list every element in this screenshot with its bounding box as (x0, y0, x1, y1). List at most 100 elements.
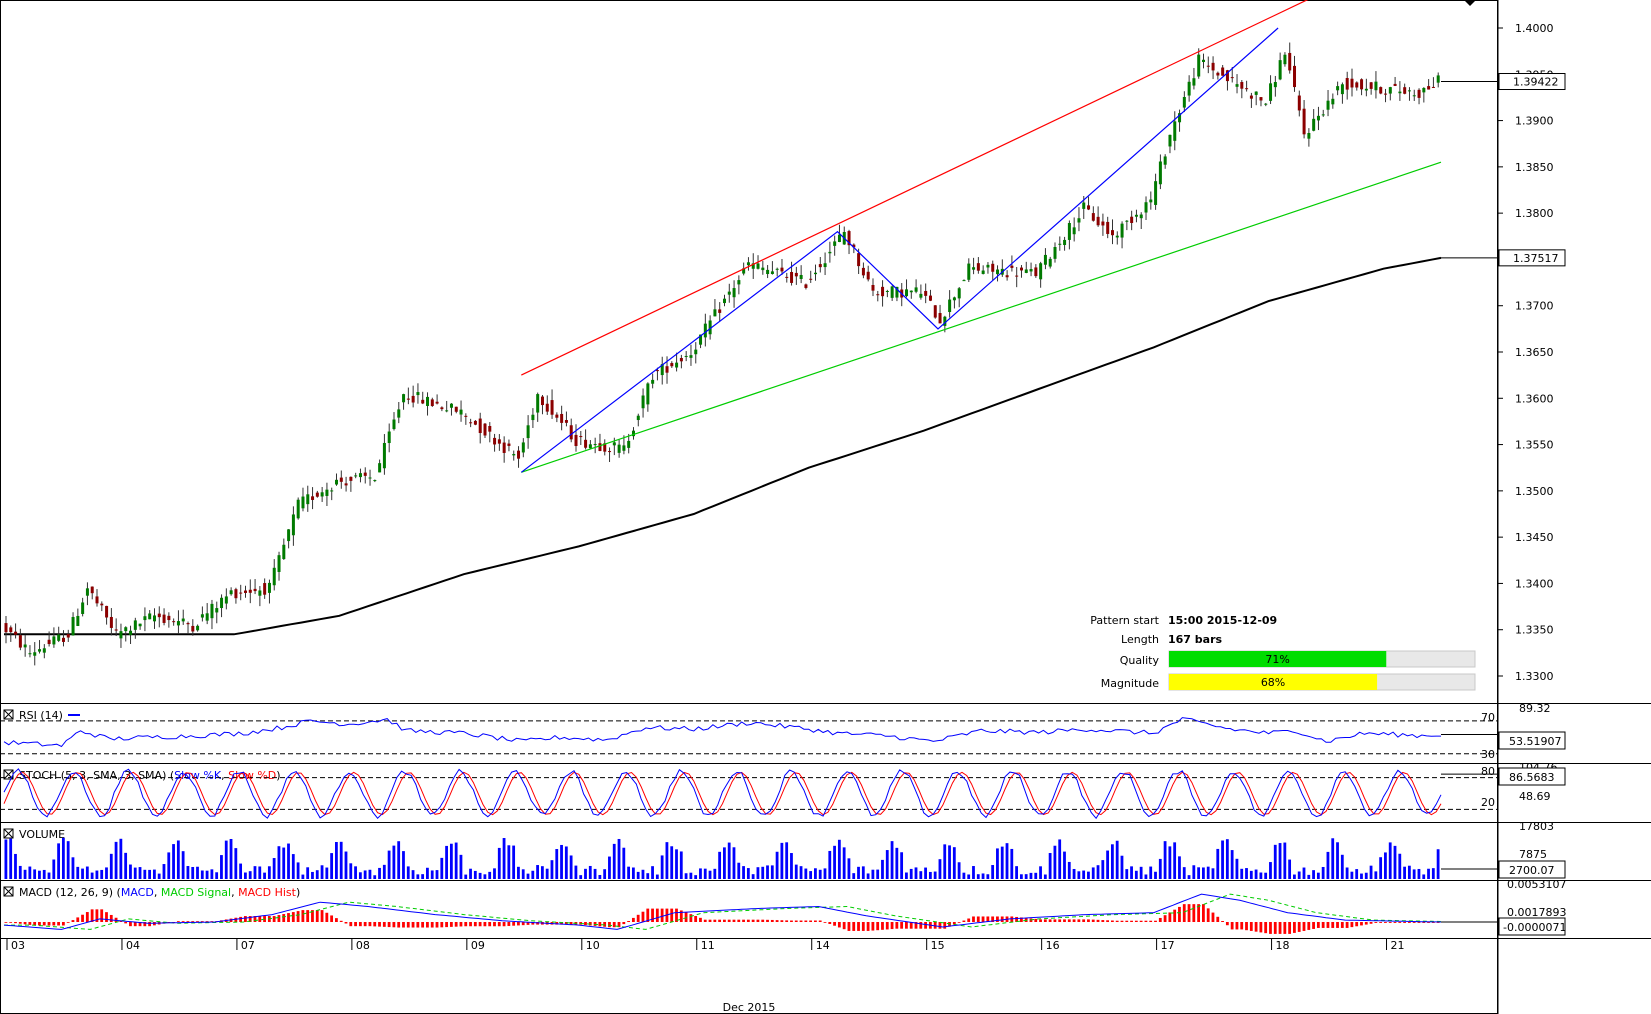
macd-hist-bar (416, 922, 420, 928)
ma-line (4, 256, 1442, 636)
volume-bar (1058, 839, 1062, 879)
candle-body (919, 293, 923, 298)
macd-hist-bar (1144, 920, 1148, 922)
macd-hist-bar (1110, 920, 1114, 922)
volume-bar (253, 866, 257, 879)
macd-hist-bar (109, 914, 113, 922)
candle-body (378, 463, 382, 473)
candle-body (670, 363, 674, 367)
volume-bar (1249, 870, 1253, 879)
volume-bar (387, 850, 391, 879)
volume-bar (890, 841, 894, 879)
candle-body (1254, 91, 1258, 95)
candle-body (972, 267, 976, 270)
candle-body (1436, 75, 1440, 83)
macd-hist-bar (440, 922, 444, 928)
pattern-start-label: Pattern start (1090, 614, 1159, 627)
volume-bar (804, 868, 808, 879)
pattern-info: Pattern start 15:00 2015-12-09 Length 16… (1090, 614, 1476, 691)
candle-body (1221, 67, 1225, 76)
candle-body (536, 394, 540, 413)
volume-bar (1369, 865, 1373, 879)
candle-body (119, 631, 123, 639)
candle-body (579, 436, 583, 438)
macd-hist-bar (1302, 922, 1306, 931)
candle-body (1178, 113, 1182, 123)
volume-bar (1225, 839, 1229, 879)
price-axis: 1.40001.39501.39001.38501.38001.37501.37… (1498, 22, 1554, 683)
macd-hist-bar (761, 919, 765, 922)
scroll-marker-icon[interactable] (1464, 0, 1476, 6)
volume-bar (1379, 857, 1383, 879)
macd-hist-bar (1422, 922, 1426, 923)
volume-bar (229, 838, 233, 879)
volume-bar (464, 874, 468, 879)
volume-bar (1283, 842, 1287, 879)
candle-body (593, 444, 597, 446)
macd-hist-bar (1259, 922, 1263, 933)
volume-bar (651, 866, 654, 879)
candle-body (1273, 82, 1277, 88)
volume-bar (593, 868, 597, 879)
volume-bar (459, 854, 463, 879)
candle-body (406, 398, 410, 400)
volume-bar (411, 870, 415, 879)
macd-hist-bar (842, 922, 846, 930)
volume-bar (445, 845, 448, 879)
macd-hist-bar (1355, 922, 1359, 927)
candle-body (531, 414, 535, 421)
volume-bar (162, 864, 166, 879)
candle-body (330, 490, 334, 492)
candle-body (100, 603, 104, 606)
volume-bar (641, 869, 645, 879)
day-label: 11 (701, 939, 715, 952)
candle-body (258, 590, 262, 596)
volume-bar (28, 866, 32, 879)
volume-panel: VOLUME 17803 7875 2700.07 (3, 820, 1566, 879)
macd-hist-bar (847, 922, 851, 931)
volume-bar (905, 872, 908, 879)
macd-hist-bar (1115, 920, 1119, 922)
volume-bar (603, 869, 607, 879)
volume-bar (421, 874, 425, 879)
macd-hist-bar (1264, 922, 1268, 934)
volume-bar (1407, 865, 1411, 879)
macd-hist-bar (713, 919, 717, 922)
volume-bar (588, 865, 592, 879)
volume-bar (579, 875, 583, 879)
candle-body (373, 480, 377, 482)
day-label: 18 (1276, 939, 1290, 952)
macd-hist-bar (943, 922, 947, 929)
candle-body (1407, 90, 1411, 92)
macd-hist-bar (1130, 920, 1133, 922)
macd-hist-bar (517, 922, 520, 926)
candle-body (430, 399, 434, 406)
volume-bar (1087, 871, 1090, 879)
macd-hist-bar (976, 916, 980, 922)
macd-hist-bar (651, 908, 654, 922)
macd-hist-bar (493, 922, 496, 927)
volume-bar (1388, 842, 1392, 879)
candle-body (445, 410, 449, 412)
candle-body (885, 290, 889, 292)
volume-bar (818, 869, 822, 879)
volume-bar (679, 851, 683, 879)
candle-body (454, 406, 458, 412)
macd-hist-bar (9, 922, 13, 923)
volume-bar (1130, 866, 1133, 879)
macd-hist-bar (598, 922, 602, 927)
macd-hist-bar (426, 922, 429, 928)
moving-average-line (4, 256, 1442, 636)
macd-hist-bar (253, 916, 257, 922)
volume-bar (1374, 871, 1378, 879)
macd-hist-bar (742, 919, 745, 922)
volume-bar (933, 871, 937, 879)
candle-body (157, 613, 161, 618)
macd-hist-bar (890, 922, 894, 930)
volume-bar (138, 867, 142, 879)
volume-bar (1125, 869, 1129, 879)
macd-hist-bar (622, 922, 626, 925)
price-tick-label: 1.3350 (1515, 624, 1554, 637)
macd-hist-bar (919, 922, 923, 929)
price-tick-label: 1.3650 (1515, 346, 1554, 359)
